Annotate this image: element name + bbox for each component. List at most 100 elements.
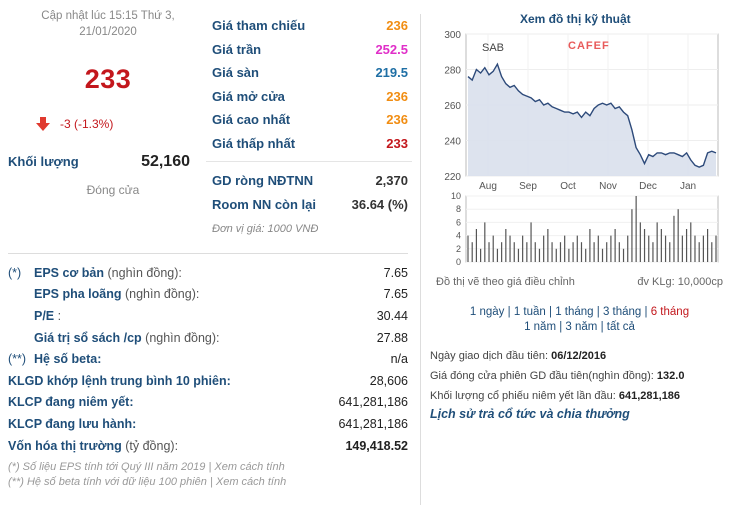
chart-panel: Xem đồ thị kỹ thuật 220 240 260 280 300 Aug Se… xyxy=(422,0,737,505)
fundamental-label: Giá trị sổ sách /cp xyxy=(34,330,142,345)
fundamental-row: P/E : 30.44 xyxy=(8,305,408,327)
separator: | xyxy=(504,306,514,318)
divider xyxy=(206,161,412,162)
cafef-watermark: CAFEF xyxy=(568,40,610,52)
x-tick-label: Jan xyxy=(680,181,696,192)
change-value: -3 (-1.3%) xyxy=(60,117,114,131)
chart-symbol: SAB xyxy=(482,42,504,54)
fundamental-value: n/a xyxy=(390,352,408,367)
fundamental-label: KLGD khớp lệnh trung bình 10 phiên: xyxy=(8,373,231,388)
price-row: Giá sàn 219.5 xyxy=(212,61,408,85)
fundamental-label: EPS pha loãng xyxy=(34,287,122,302)
footnote-marker: (**) xyxy=(8,352,27,367)
fundamental-value: 7.65 xyxy=(383,287,408,302)
volume-tick-label: 4 xyxy=(456,231,461,241)
volume-tick-label: 0 xyxy=(456,257,461,267)
volume-unit: đv KLg: 10,000cp xyxy=(637,276,723,288)
price-value: 233 xyxy=(386,135,408,151)
foreign-label: Room NN còn lại xyxy=(212,196,317,212)
current-price: 233 xyxy=(84,64,132,94)
listing-info: Ngày giao dịch đầu tiên: 06/12/2016 Giá … xyxy=(430,346,684,406)
volume-tick-label: 10 xyxy=(451,191,461,201)
x-tick-label: Oct xyxy=(560,181,576,192)
unit-note: Đơn vị giá: 1000 VNĐ xyxy=(212,223,319,235)
divider xyxy=(8,253,408,254)
separator: | xyxy=(545,306,556,318)
fundamental-row: KLCP đang lưu hành: 641,281,186 xyxy=(8,413,408,435)
fundamental-label: Vốn hóa thị trường xyxy=(8,438,122,453)
price-value: 252.5 xyxy=(375,41,408,57)
price-label: Giá mở cửa xyxy=(212,88,285,104)
price-label: Giá tham chiếu xyxy=(212,18,306,34)
volume-plot-frame xyxy=(465,195,719,263)
fundamental-row: Giá trị sổ sách /cp (nghìn đồng): 27.88 xyxy=(8,327,408,349)
fundamental-row: EPS pha loãng (nghìn đồng): 7.65 xyxy=(8,284,408,306)
y-tick-label: 280 xyxy=(444,66,461,77)
x-tick-label: Dec xyxy=(639,181,657,192)
adjusted-note: Đồ thị vẽ theo giá điều chỉnh xyxy=(436,276,575,288)
market-status: Đóng cửa xyxy=(86,183,140,197)
price-row: Giá cao nhất 236 xyxy=(212,108,408,132)
chart-title-link[interactable]: Xem đồ thị kỹ thuật xyxy=(520,12,631,26)
separator: | xyxy=(641,306,651,318)
period-option[interactable]: 1 tuần xyxy=(513,306,546,318)
first-price-value: 132.0 xyxy=(656,370,685,382)
first-volume-value: 641,281,186 xyxy=(618,390,681,402)
down-arrow-icon xyxy=(36,117,50,131)
separator: | xyxy=(597,321,607,333)
price-area xyxy=(468,64,716,176)
x-tick-label: Sep xyxy=(519,181,537,192)
fundamentals: (*) EPS cơ bản (nghìn đồng): 7.65 EPS pha l… xyxy=(8,262,408,490)
period-option[interactable]: 6 tháng xyxy=(650,306,690,318)
fundamental-sub: (tỷ đồng): xyxy=(121,438,179,453)
price-row: Giá trần 252.5 xyxy=(212,38,408,62)
fundamental-sub: (nghìn đồng): xyxy=(121,287,200,302)
period-option[interactable]: 1 ngày xyxy=(469,306,505,318)
column-divider xyxy=(420,14,421,505)
fundamental-value: 30.44 xyxy=(376,308,408,323)
updated-date: 21/01/2020 xyxy=(79,26,137,38)
period-option[interactable]: tất cả xyxy=(606,321,635,333)
price-line xyxy=(467,62,717,168)
price-table: Giá tham chiếu 236 Giá trần 252.5 Giá sàn 219… xyxy=(206,14,412,235)
first-volume-label: Khối lượng cổ phiếu niêm yết lần đầu: xyxy=(430,390,616,402)
foreign-row: GD ròng NĐTNN 2,370 xyxy=(212,169,408,193)
fundamental-value: 27.88 xyxy=(376,330,408,345)
period-option[interactable]: 3 tháng xyxy=(602,306,642,318)
beta-note[interactable]: (**) Hệ số beta tính với dữ liệu 100 phi… xyxy=(8,476,287,489)
price-row: Giá tham chiếu 236 xyxy=(212,14,408,38)
period-option[interactable]: 3 năm xyxy=(565,321,598,333)
period-option[interactable]: 1 năm xyxy=(524,321,557,333)
volume-tick-label: 2 xyxy=(456,244,461,254)
fundamental-value: 641,281,186 xyxy=(338,395,408,410)
volume-tick-label: 6 xyxy=(456,217,461,227)
volume-value: 52,160 xyxy=(141,153,190,170)
price-value: 236 xyxy=(386,112,408,128)
dividend-history-link[interactable]: Lịch sử trả cổ tức và chia thưởng xyxy=(430,407,630,421)
separator: | xyxy=(593,306,603,318)
y-tick-label: 240 xyxy=(444,137,461,148)
first-day-value: 06/12/2016 xyxy=(551,350,607,362)
x-tick-label: Nov xyxy=(599,181,617,192)
fundamental-row: KLGD khớp lệnh trung bình 10 phiên: 28,60… xyxy=(8,370,408,392)
foreign-row: Room NN còn lại 36.64 (%) xyxy=(212,193,408,217)
price-summary: Cập nhật lúc 15:15 Thứ 3, 21/01/2020 233 xyxy=(8,8,208,228)
volume-row: Khối lượng 52,160 xyxy=(8,153,190,171)
period-option[interactable]: 1 tháng xyxy=(555,306,594,318)
fundamental-value: 7.65 xyxy=(383,265,408,280)
price-change: -3 (-1.3%) xyxy=(36,117,113,131)
fundamental-row: Vốn hóa thị trường (tỷ đồng): 149,418.52 xyxy=(8,435,408,457)
fundamental-label: KLCP đang niêm yết: xyxy=(8,395,134,410)
price-value: 236 xyxy=(386,18,408,34)
eps-note[interactable]: (*) Số liệu EPS tính tới Quý III năm 201… xyxy=(8,461,285,474)
volume-label: Khối lượng xyxy=(8,154,79,169)
first-price-label: Giá đóng cửa phiên GD đầu tiên(nghìn đồn… xyxy=(430,370,654,382)
price-value: 236 xyxy=(386,88,408,104)
y-tick-label: 300 xyxy=(444,30,461,41)
fundamental-row: (**) Hệ số beta: n/a xyxy=(8,348,408,370)
separator: | xyxy=(556,321,566,333)
fundamental-sub: (nghìn đồng): xyxy=(104,265,182,280)
price-label: Giá trần xyxy=(212,41,262,57)
foreign-value: 2,370 xyxy=(375,173,408,189)
